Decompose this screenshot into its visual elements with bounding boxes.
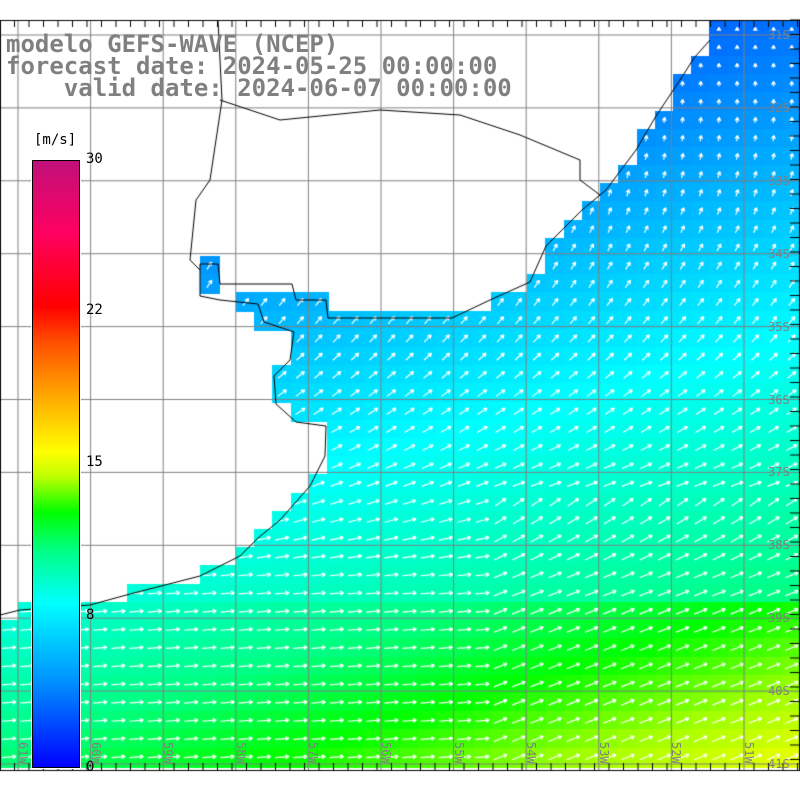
longitude-label: 54W	[524, 742, 539, 764]
colorbar	[31, 159, 81, 769]
valid-date: valid date: 2024-06-07 00:00:00	[6, 74, 512, 102]
colorbar-unit: [m/s]	[34, 132, 77, 148]
latitude-label: 41S	[768, 757, 790, 771]
longitude-label: 58W	[233, 742, 248, 764]
longitude-label: 57W	[306, 742, 321, 764]
colorbar-label: 8	[86, 607, 95, 623]
latitude-label: 33S	[768, 173, 790, 188]
longitude-label: 52W	[669, 742, 684, 764]
longitude-label: 51W	[742, 742, 756, 764]
model-title: modelo GEFS-WAVE (NCEP)	[6, 30, 339, 58]
longitude-label: 61W	[16, 742, 30, 764]
longitude-label: 59W	[161, 742, 176, 764]
latitude-label: 34S	[768, 246, 790, 261]
longitude-label: 56W	[379, 742, 393, 764]
latitude-label: 37S	[768, 465, 790, 480]
longitude-label: 53W	[596, 742, 611, 764]
latitude-label: 40S	[768, 684, 790, 699]
longitude-label: 55W	[451, 742, 466, 764]
forecast-date: forecast date: 2024-05-25 00:00:00	[6, 52, 498, 80]
latitude-label: 31S	[768, 28, 790, 42]
colorbar-label: 30	[86, 151, 103, 167]
latitude-label: 32S	[768, 100, 790, 115]
latitude-label: 38S	[768, 538, 790, 553]
colorbar-label: 22	[86, 302, 103, 318]
latitude-label: 35S	[768, 319, 790, 334]
latitude-label: 36S	[768, 392, 790, 407]
latitude-label: 39S	[768, 611, 790, 626]
colorbar-label: 0	[86, 759, 95, 775]
colorbar-label: 15	[86, 454, 103, 470]
longitude-label: 60W	[88, 742, 103, 764]
